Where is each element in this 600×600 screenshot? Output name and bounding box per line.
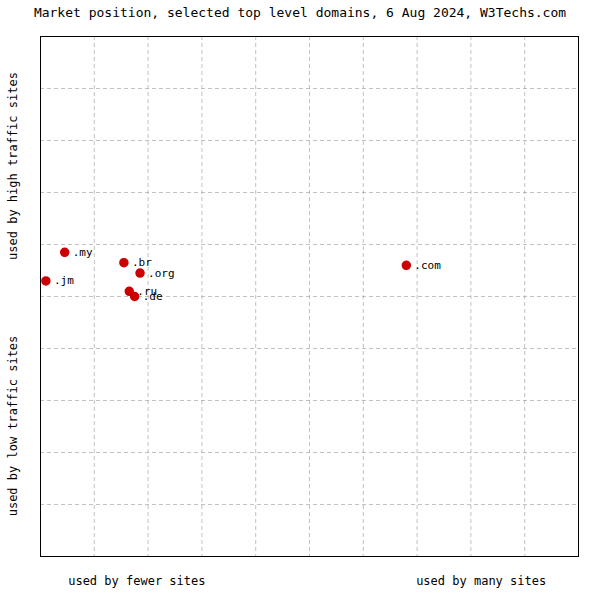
svg-text:.de: .de [143,290,163,303]
html-text:used by high traffic sites: used by high traffic sites [6,72,20,260]
svg-text:.org: .org [148,267,175,280]
html-text:Market position, selected top: Market position, selected top level doma… [33,5,567,20]
svg-text:.br: .br [131,256,152,270]
html-text:used by many sites: used by many sites [416,574,547,588]
html-text:used by fewer sites: used by fewer sites [68,574,206,588]
svg-text:.jm: .jm [54,274,74,287]
svg-text:.my: .my [73,246,93,259]
html-text:used by low traffic sites: used by low traffic sites [6,335,20,517]
svg-text:.com: .com [414,259,441,272]
